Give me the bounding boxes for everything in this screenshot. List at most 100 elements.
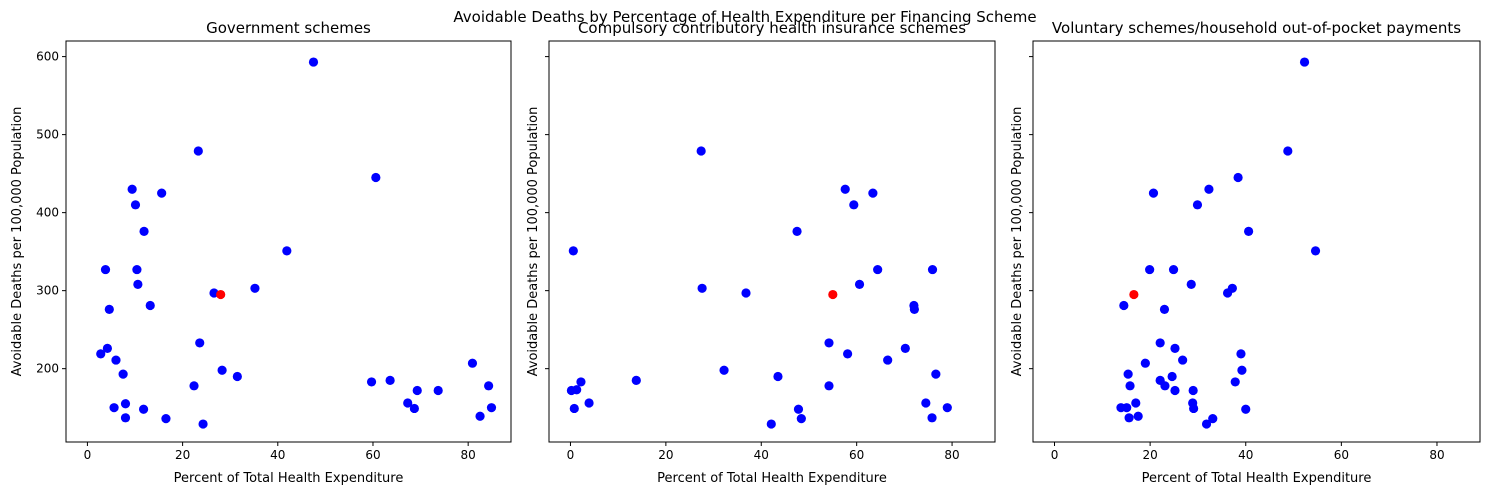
panel-3: Voluntary schemes/household out-of-pocke… <box>1010 19 1481 486</box>
scatter-point <box>569 403 579 414</box>
scatter-point <box>942 403 952 413</box>
scatter-point <box>927 264 938 275</box>
x-tick-label: 0 <box>84 448 92 462</box>
scatter-point <box>1125 381 1135 391</box>
scatter-point <box>849 200 859 210</box>
scatter-point <box>927 413 937 423</box>
x-tick-label: 0 <box>1051 448 1059 462</box>
y-tick-label: 400 <box>36 206 59 220</box>
scatter-point <box>1188 385 1198 396</box>
scatter-point <box>1186 279 1196 290</box>
scatter-point <box>1201 419 1212 429</box>
x-tick-label: 20 <box>175 448 190 462</box>
scatter-point <box>111 355 121 365</box>
scatter-point <box>409 403 419 414</box>
scatter-point <box>102 343 113 353</box>
panel-title: Compulsory contributory health insurance… <box>578 19 966 37</box>
scatter-point <box>1168 264 1179 275</box>
scatter-point <box>931 369 941 379</box>
scatter-point <box>118 369 128 379</box>
scatter-point <box>883 355 893 365</box>
axes-frame <box>548 40 996 443</box>
scatter-point <box>1148 188 1159 198</box>
scatter-point <box>584 398 594 408</box>
scatter-point <box>161 413 171 424</box>
scatter-point <box>193 146 203 156</box>
x-axis-label: Percent of Total Health Expenditure <box>174 471 404 486</box>
scatter-point <box>1133 411 1143 421</box>
scatter-point <box>366 377 377 387</box>
scatter-point <box>1283 146 1293 156</box>
x-tick-label: 0 <box>567 448 575 462</box>
scatter-point <box>127 184 137 194</box>
scatter-point <box>1131 398 1141 408</box>
y-axis-label: Avoidable Deaths per 100,000 Population <box>10 107 25 377</box>
x-axis-label: Percent of Total Health Expenditure <box>1142 471 1372 486</box>
scatter-point <box>741 288 751 298</box>
scatter-point <box>854 279 865 290</box>
scatter-point <box>909 304 919 314</box>
scatter-point <box>572 385 582 395</box>
scatter-point <box>868 188 878 198</box>
scatter-point <box>796 413 806 424</box>
scatter-point <box>232 371 242 382</box>
scatter-point <box>484 381 494 391</box>
scatter-point <box>568 246 578 256</box>
scatter-point <box>130 200 141 210</box>
y-axis-label: Avoidable Deaths per 100,000 Population <box>1010 107 1025 377</box>
x-tick-label: 60 <box>1334 448 1349 462</box>
scatter-point <box>1123 369 1133 379</box>
scatter-point <box>1189 403 1199 414</box>
scatter-point <box>1167 371 1177 382</box>
scatter-point <box>1145 264 1155 275</box>
x-tick-label: 80 <box>461 448 476 462</box>
figure-suptitle: Avoidable Deaths by Percentage of Health… <box>453 8 1036 26</box>
highlight-point <box>1129 289 1139 300</box>
scatter-point <box>1119 300 1129 311</box>
x-tick-label: 60 <box>849 448 864 462</box>
y-axis-label: Avoidable Deaths per 100,000 Population <box>526 107 541 377</box>
panel-title: Voluntary schemes/household out-of-pocke… <box>1052 19 1461 37</box>
scatter-point <box>1192 200 1203 210</box>
scatter-point <box>145 300 155 311</box>
x-tick-label: 20 <box>658 448 673 462</box>
x-tick-label: 40 <box>754 448 769 462</box>
scatter-point <box>157 188 167 198</box>
scatter-point <box>1204 184 1214 194</box>
axes-frame <box>65 40 512 443</box>
scatter-point <box>696 146 706 156</box>
scatter-point <box>1159 304 1170 314</box>
scatter-point <box>631 375 641 385</box>
scatter-point <box>100 264 111 275</box>
scatter-point <box>1140 358 1150 368</box>
highlight-point <box>828 289 838 300</box>
scatter-point <box>1208 413 1218 424</box>
scatter-point <box>1170 343 1180 353</box>
scatter-point <box>1299 57 1310 67</box>
scatter-point <box>840 184 850 194</box>
x-tick-label: 20 <box>1142 448 1157 462</box>
scatter-point <box>1241 404 1251 414</box>
panel-title: Government schemes <box>206 19 371 37</box>
scatter-point <box>308 57 319 67</box>
scatter-point <box>198 419 208 429</box>
scatter-point <box>1170 385 1180 396</box>
panel-2: Compulsory contributory health insurance… <box>526 19 996 486</box>
scatter-point <box>900 343 910 353</box>
scatter-point <box>433 385 443 396</box>
x-tick-label: 40 <box>270 448 285 462</box>
scatter-point <box>921 398 931 408</box>
scatter-point <box>217 365 227 375</box>
scatter-point <box>104 304 114 314</box>
scatter-point <box>719 365 729 375</box>
scatter-point <box>475 411 485 421</box>
scatter-point <box>1244 226 1254 236</box>
highlight-point <box>216 289 226 300</box>
scatter-point <box>1124 413 1134 423</box>
scatter-point <box>120 399 131 409</box>
scatter-point <box>282 246 292 256</box>
scatter-point <box>576 377 586 387</box>
scatter-point <box>697 283 707 293</box>
x-tick-label: 40 <box>1238 448 1253 462</box>
